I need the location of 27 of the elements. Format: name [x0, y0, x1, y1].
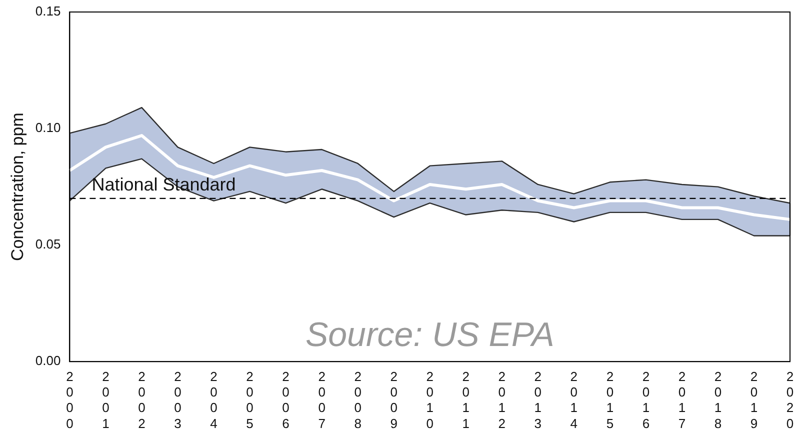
x-tick-label: 2005: [246, 368, 254, 431]
x-tick-label: 2004: [210, 368, 218, 431]
y-tick-label: 0.00: [35, 353, 61, 368]
x-tick-label: 2011: [462, 368, 470, 431]
x-tick-label: 2014: [570, 368, 578, 431]
x-tick-label: 2012: [498, 368, 506, 431]
x-tick-label: 2007: [318, 368, 326, 431]
x-tick-label: 2010: [426, 368, 434, 431]
y-tick-label: 0.15: [35, 4, 61, 19]
y-axis-title: Concentration, ppm: [8, 112, 27, 261]
x-tick-label: 2019: [750, 368, 758, 431]
x-tick-label: 2001: [102, 368, 110, 431]
x-tick-label: 2002: [138, 368, 146, 431]
x-tick-label: 2003: [174, 368, 182, 431]
x-tick-label: 2006: [282, 368, 290, 431]
y-tick-label: 0.10: [35, 120, 61, 136]
x-tick-label: 2008: [354, 368, 362, 431]
x-tick-label: 2018: [714, 368, 722, 431]
x-tick-label: 2009: [390, 368, 398, 431]
x-tick-label: 2020: [786, 368, 794, 431]
annotation: Source: US EPA: [305, 316, 554, 354]
x-tick-label: 2017: [678, 368, 686, 431]
x-tick-label: 2015: [606, 368, 614, 431]
x-tick-label: 2016: [642, 368, 650, 431]
y-tick-label: 0.05: [35, 236, 61, 252]
x-tick-label: 2013: [534, 368, 542, 431]
x-tick-label: 2000: [66, 368, 74, 431]
